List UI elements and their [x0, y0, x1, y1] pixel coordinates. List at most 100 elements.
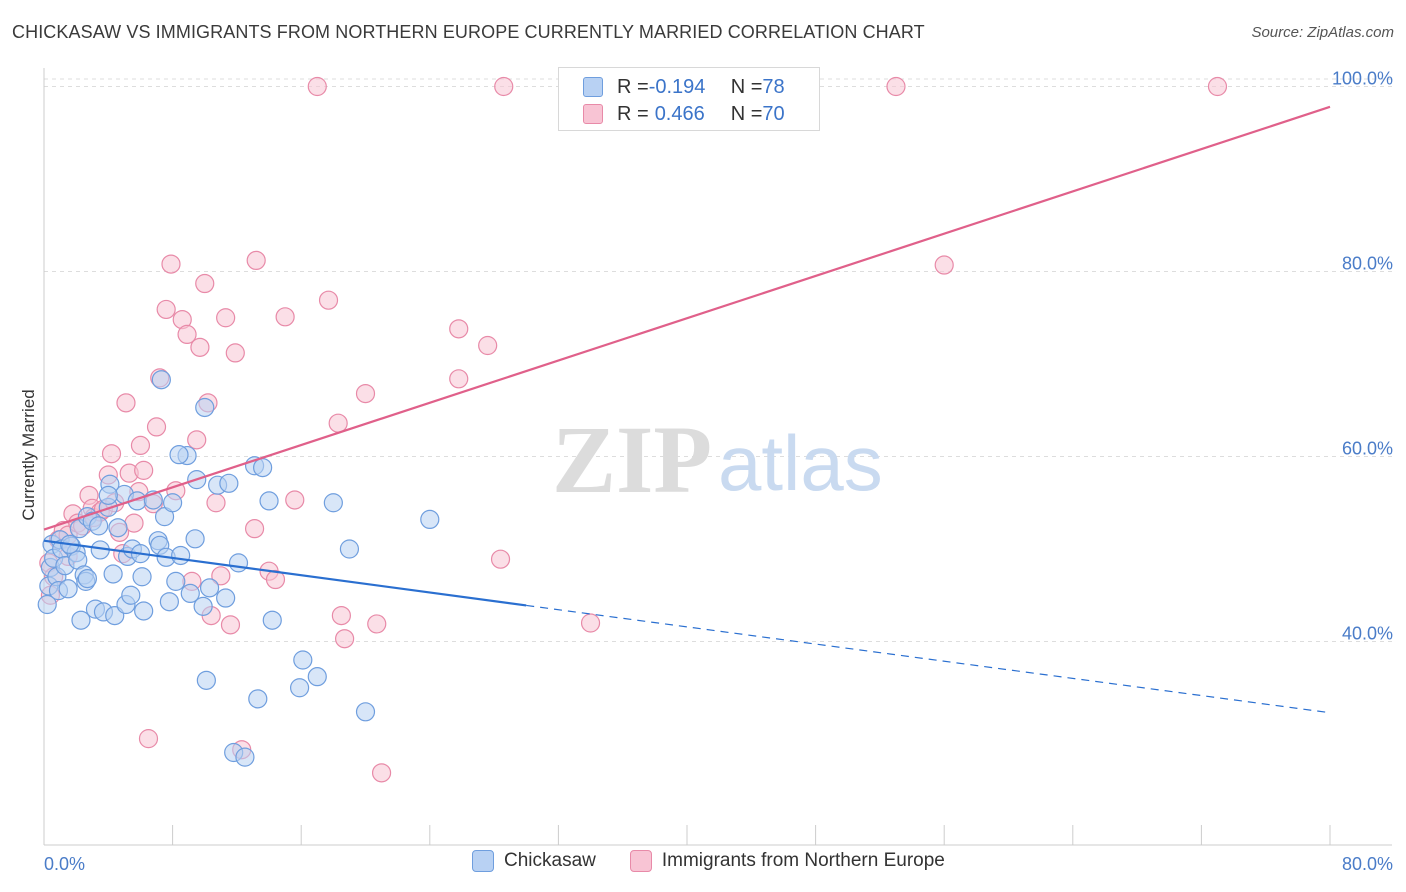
- scatter-point-chickasaw: [248, 689, 268, 709]
- scatter-point-chickasaw: [185, 529, 205, 549]
- scatter-point-chickasaw: [151, 370, 171, 390]
- scatter-point-northern-europe: [331, 605, 351, 626]
- scatter-point-chickasaw: [193, 596, 213, 616]
- scatter-point-chickasaw: [323, 493, 343, 513]
- scatter-point-northern-europe: [195, 273, 215, 294]
- scatter-point-chickasaw: [166, 571, 186, 591]
- scatter-point-chickasaw: [134, 601, 154, 621]
- scatter-point-chickasaw: [293, 650, 313, 670]
- scatter-point-chickasaw: [89, 516, 109, 536]
- grid-lines: 40.0% 60.0% 80.0% 100.0%: [44, 69, 1393, 644]
- scatter-point-chickasaw: [169, 445, 189, 465]
- scatter-point-northern-europe: [134, 460, 154, 480]
- scatter-point-chickasaw: [196, 670, 216, 690]
- legend-swatch-chickasaw: [472, 850, 494, 872]
- scatter-point-northern-europe: [490, 549, 511, 569]
- scatter-point-northern-europe: [101, 444, 122, 464]
- scatter-point-northern-europe: [138, 729, 159, 749]
- source-label: Source: ZipAtlas.com: [1251, 24, 1394, 41]
- scatter-point-northern-europe: [886, 76, 906, 97]
- scatter-point-northern-europe: [285, 490, 305, 510]
- x-tick-label: 80.0%: [1342, 854, 1393, 874]
- scatter-point-chickasaw: [195, 397, 215, 418]
- scatter-point-chickasaw: [339, 539, 360, 559]
- scatter-point-northern-europe: [580, 613, 601, 633]
- scatter-point-northern-europe: [177, 324, 197, 344]
- scatter-point-northern-europe: [335, 629, 355, 649]
- legend-swatch-northern-europe: [629, 850, 652, 872]
- scatter-point-northern-europe: [478, 335, 498, 356]
- scatter-point-northern-europe: [146, 417, 167, 437]
- y-tick-label: 80.0%: [1342, 254, 1393, 274]
- scatter-point-chickasaw: [355, 702, 376, 722]
- scatter-point-northern-europe: [225, 343, 245, 363]
- scatter-point-chickasaw: [420, 509, 440, 530]
- scatter-point-northern-europe: [371, 763, 392, 783]
- legend-swatch-chickasaw: [583, 77, 603, 97]
- scatter-point-northern-europe: [156, 299, 176, 320]
- legend-r-value: -0.194: [648, 75, 706, 98]
- trend-line-northern-europe: [43, 105, 1331, 531]
- watermark: ZIP atlas: [552, 406, 883, 513]
- legend-item-northern-europe[interactable]: Immigrants from Northern Europe: [629, 850, 945, 872]
- scatter-point-northern-europe: [1207, 76, 1228, 97]
- scatter-point-chickasaw: [163, 493, 183, 513]
- x-tick-label: 0.0%: [44, 854, 85, 874]
- scatter-point-chickasaw: [307, 667, 327, 687]
- chart-title: CHICKASAW VS IMMIGRANTS FROM NORTHERN EU…: [12, 22, 925, 42]
- y-tick-label: 100.0%: [1332, 69, 1393, 89]
- legend-n-value: 78: [762, 75, 785, 98]
- scatter-point-chickasaw: [159, 592, 179, 612]
- legend-r-label: R =: [617, 75, 649, 98]
- scatter-point-chickasaw: [253, 458, 273, 478]
- scatter-point-northern-europe: [367, 614, 387, 634]
- scatter-point-northern-europe: [161, 254, 181, 274]
- watermark-atlas: atlas: [718, 419, 883, 507]
- trend-line-chickasaw: [43, 539, 527, 607]
- trend-lines: [43, 105, 1331, 714]
- scatter-point-chickasaw: [235, 747, 255, 767]
- scatter-point-northern-europe: [190, 337, 210, 357]
- scatter-point-chickasaw: [219, 473, 239, 493]
- scatter-point-northern-europe: [934, 255, 954, 275]
- scatter-point-northern-europe: [130, 435, 151, 455]
- scatter-point-chickasaw: [216, 588, 236, 608]
- y-tick-label: 60.0%: [1342, 439, 1393, 459]
- scatter-point-northern-europe: [275, 307, 295, 327]
- series-chickasaw-points: [37, 370, 440, 767]
- scatter-point-chickasaw: [199, 578, 220, 598]
- scatter-point-northern-europe: [449, 319, 469, 339]
- scatter-point-chickasaw: [171, 545, 191, 566]
- scatter-point-chickasaw: [228, 553, 249, 573]
- series-legend: Chickasaw Immigrants from Northern Europ…: [472, 850, 979, 872]
- scatter-point-northern-europe: [244, 519, 265, 539]
- scatter-point-chickasaw: [132, 567, 152, 587]
- scatter-point-northern-europe: [116, 393, 136, 413]
- scatter-point-northern-europe: [494, 76, 514, 97]
- scatter-point-chickasaw: [58, 579, 78, 599]
- watermark-zip: ZIP: [552, 406, 712, 513]
- legend-r-value: 0.466: [654, 102, 705, 125]
- scatter-point-northern-europe: [265, 569, 286, 590]
- scatter-point-northern-europe: [211, 566, 231, 586]
- correlation-legend: R = -0.194 N = 78 R = 0.466 N = 70: [558, 67, 820, 131]
- scatter-point-chickasaw: [71, 610, 91, 630]
- scatter-point-northern-europe: [246, 250, 266, 270]
- scatter-point-chickasaw: [121, 585, 141, 605]
- scatter-point-chickasaw: [77, 568, 98, 589]
- scatter-point-northern-europe: [124, 513, 144, 533]
- legend-row-northern-europe: R = 0.466 N = 70: [583, 101, 785, 127]
- scatter-point-northern-europe: [449, 369, 469, 389]
- scatter-point-chickasaw: [180, 583, 200, 604]
- scatter-point-chickasaw: [259, 491, 279, 511]
- scatter-point-chickasaw: [108, 518, 128, 538]
- y-tick-label: 40.0%: [1342, 624, 1393, 644]
- scatter-point-northern-europe: [328, 413, 348, 433]
- scatter-point-northern-europe: [216, 308, 236, 328]
- scatter-point-chickasaw: [289, 678, 310, 698]
- scatter-point-northern-europe: [307, 76, 327, 97]
- legend-swatch-northern-europe: [583, 104, 603, 124]
- axes: 0.0% 80.0%: [43, 68, 1393, 874]
- scatter-point-chickasaw: [37, 594, 57, 615]
- legend-item-chickasaw[interactable]: Chickasaw: [472, 850, 596, 872]
